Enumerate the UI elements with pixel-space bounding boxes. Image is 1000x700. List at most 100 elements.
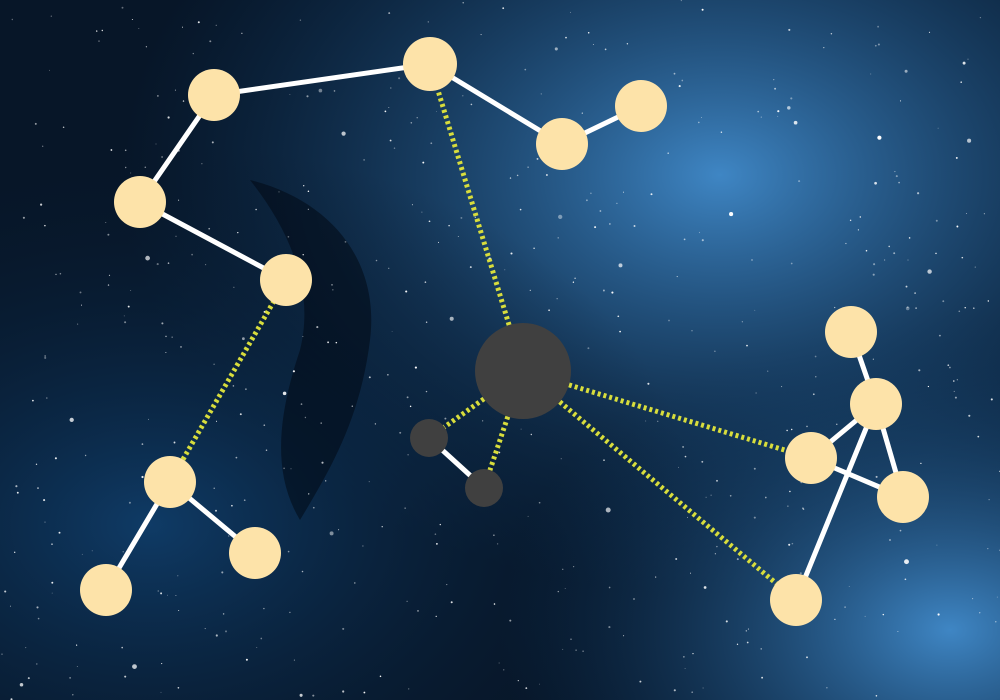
background-star — [937, 127, 939, 129]
background-star — [977, 435, 980, 438]
background-star — [633, 225, 636, 227]
background-star — [594, 226, 597, 229]
solid-edge — [137, 199, 289, 283]
background-star — [729, 212, 734, 217]
background-star — [753, 516, 756, 519]
background-star — [51, 543, 53, 545]
background-star — [564, 588, 566, 589]
star-node — [615, 80, 667, 132]
background-star — [289, 93, 291, 95]
background-star — [124, 675, 127, 678]
background-star — [877, 135, 882, 140]
background-star — [870, 73, 872, 75]
dark-dust-lane — [250, 180, 372, 520]
background-star — [48, 69, 50, 71]
background-star — [44, 356, 47, 359]
background-star — [287, 550, 290, 553]
background-star — [124, 321, 127, 324]
background-star — [333, 90, 336, 92]
background-star — [460, 216, 463, 219]
background-star — [225, 630, 227, 633]
background-star — [905, 285, 908, 288]
background-star — [701, 117, 703, 119]
background-star — [191, 253, 193, 256]
background-star — [493, 534, 495, 536]
background-star — [480, 34, 482, 36]
background-star — [865, 249, 868, 252]
background-star — [287, 235, 290, 238]
background-star — [557, 590, 560, 593]
background-star — [907, 259, 909, 261]
background-star — [692, 653, 694, 655]
background-star — [35, 463, 38, 465]
background-star — [32, 399, 34, 402]
background-star — [1, 653, 3, 655]
background-star — [540, 93, 542, 95]
background-star — [132, 664, 137, 670]
background-star — [374, 423, 377, 425]
background-star — [161, 322, 164, 325]
background-star — [303, 185, 305, 187]
background-star — [482, 420, 484, 422]
background-star — [633, 598, 635, 600]
background-star — [299, 19, 302, 21]
background-star — [411, 204, 413, 206]
background-star — [239, 413, 242, 416]
background-star — [215, 24, 217, 26]
background-star — [682, 445, 685, 448]
background-star — [509, 619, 512, 622]
background-star — [874, 181, 877, 185]
background-star — [953, 380, 955, 382]
background-star — [131, 18, 133, 21]
background-star — [435, 615, 437, 618]
background-star — [321, 461, 324, 464]
background-star — [655, 576, 657, 578]
background-star — [788, 543, 791, 546]
background-star — [894, 171, 896, 173]
background-star — [58, 531, 61, 534]
small-dark-node — [410, 419, 448, 457]
background-star — [605, 507, 611, 513]
background-star — [995, 621, 997, 623]
background-star — [101, 29, 104, 32]
background-star — [222, 613, 225, 615]
star-node — [877, 471, 929, 523]
background-star — [874, 44, 877, 47]
background-star — [937, 613, 940, 616]
background-star — [44, 355, 46, 357]
background-star — [834, 618, 836, 621]
background-star — [157, 590, 159, 592]
background-star — [177, 575, 179, 577]
background-star — [341, 131, 346, 136]
background-star — [565, 36, 567, 39]
background-star — [215, 420, 218, 422]
background-star — [316, 326, 319, 329]
background-star — [105, 221, 107, 223]
background-star — [877, 43, 880, 46]
background-star — [342, 690, 345, 693]
background-star — [213, 487, 215, 489]
small-dark-node — [465, 469, 503, 507]
background-star — [683, 238, 686, 241]
background-star — [962, 61, 966, 65]
background-star — [872, 273, 875, 276]
background-star — [55, 273, 57, 276]
background-star — [208, 227, 211, 230]
star-node — [403, 37, 457, 91]
background-star — [256, 646, 258, 649]
background-star — [197, 21, 200, 24]
background-star — [37, 617, 40, 620]
background-star — [51, 592, 53, 594]
background-star — [741, 321, 743, 323]
background-star — [243, 499, 246, 502]
background-star — [156, 263, 159, 266]
background-star — [603, 459, 605, 461]
background-star — [987, 548, 989, 550]
background-star — [414, 366, 417, 369]
background-star — [299, 693, 303, 697]
background-star — [873, 263, 876, 266]
background-star — [388, 107, 390, 109]
background-star — [263, 607, 265, 610]
star-node — [785, 432, 837, 484]
